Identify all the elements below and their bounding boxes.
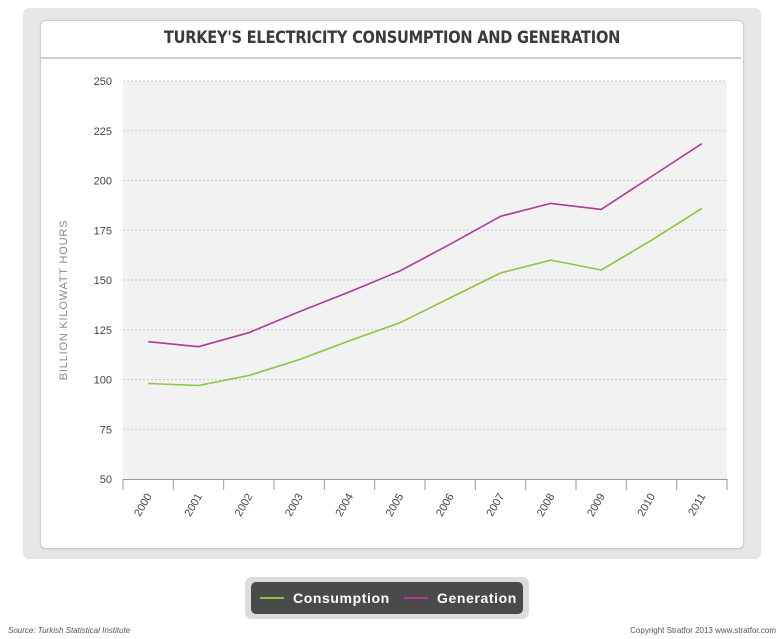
y-tick-label: 150 — [94, 275, 112, 287]
x-tick-label: 2003 — [283, 492, 306, 519]
legend-label-generation: Generation — [437, 590, 517, 606]
source-note: Source: Turkish Statistical Institute — [8, 626, 131, 635]
legend-item-generation: Generation — [404, 582, 517, 614]
y-axis-label: BILLION KILOWATT HOURS — [58, 220, 70, 380]
x-tick-label: 2008 — [535, 492, 558, 519]
y-tick-label: 75 — [100, 424, 112, 436]
series-line-consumption — [148, 207, 703, 387]
chart-title: TURKEY'S ELECTRICITY CONSUMPTION AND GEN… — [163, 28, 621, 48]
y-tick-label: 200 — [94, 176, 112, 188]
x-tick-label: 2005 — [384, 492, 407, 519]
copyright-note: Copyright Stratfor 2013 www.stratfor.com — [630, 626, 776, 635]
legend-item-consumption: Consumption — [260, 582, 390, 614]
x-tick-label: 2007 — [484, 492, 507, 519]
series-line-generation — [148, 143, 703, 348]
x-tick-label: 2011 — [686, 492, 708, 518]
x-tick-label: 2006 — [434, 492, 457, 519]
legend-label-consumption: Consumption — [293, 590, 390, 606]
x-tick-label: 2000 — [132, 492, 155, 519]
line-chart: 50 75 100 125 150 175 200 225 250 2000 2001 2002 200… — [58, 76, 728, 519]
x-tick-label: 2009 — [585, 492, 608, 519]
x-tick-label: 2002 — [233, 492, 256, 519]
legend-swatch-generation — [404, 597, 428, 599]
title-divider — [41, 57, 741, 59]
x-tick-label: 2010 — [635, 492, 658, 519]
legend-swatch-consumption — [260, 597, 284, 599]
x-tick-label: 2004 — [333, 492, 356, 519]
x-tick-label: 2001 — [182, 492, 205, 519]
y-tick-label: 250 — [94, 76, 112, 88]
y-tick-label: 175 — [94, 225, 112, 237]
gridlines — [123, 80, 727, 430]
legend: Consumption Generation — [251, 582, 523, 614]
series-lines — [148, 143, 703, 387]
y-tick-label: 100 — [94, 375, 112, 387]
y-tick-label: 50 — [100, 474, 112, 486]
y-tick-label: 225 — [94, 126, 112, 138]
y-tick-label: 125 — [94, 325, 112, 337]
